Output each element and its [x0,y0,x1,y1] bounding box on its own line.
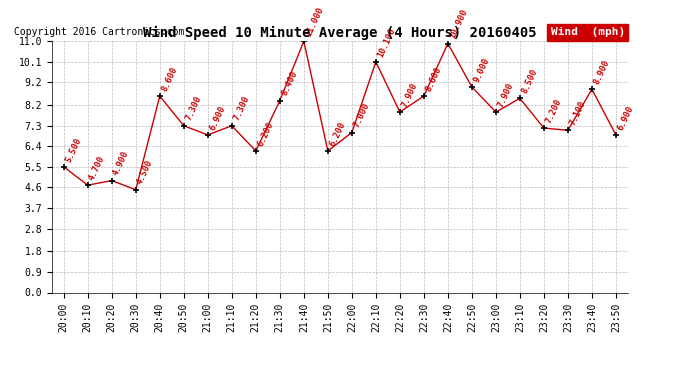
Text: 6.900: 6.900 [208,104,227,132]
Text: 6.200: 6.200 [256,120,275,147]
Text: 7.000: 7.000 [352,102,371,129]
Text: Wind  (mph): Wind (mph) [551,27,625,38]
Title: Wind Speed 10 Minute Average (4 Hours) 20160405: Wind Speed 10 Minute Average (4 Hours) 2… [143,26,537,40]
Text: 9.000: 9.000 [472,56,491,84]
Text: Copyright 2016 Cartronics.com: Copyright 2016 Cartronics.com [14,27,185,38]
Text: 11.000: 11.000 [304,6,325,38]
Text: 10.100: 10.100 [376,26,397,58]
Text: 7.900: 7.900 [400,81,419,109]
Text: 8.400: 8.400 [280,70,299,97]
Text: 4.500: 4.500 [136,159,155,186]
Text: 7.300: 7.300 [184,95,203,122]
Text: 6.900: 6.900 [616,104,635,132]
Text: 4.700: 4.700 [88,154,107,182]
Text: 7.200: 7.200 [544,97,563,124]
Text: 6.200: 6.200 [328,120,347,147]
Text: 4.900: 4.900 [112,150,131,177]
Text: 7.900: 7.900 [496,81,515,109]
Text: 7.100: 7.100 [568,99,587,127]
Text: 7.300: 7.300 [232,95,251,122]
Text: 8.900: 8.900 [592,58,611,86]
Text: 5.500: 5.500 [63,136,83,164]
Text: 8.500: 8.500 [520,68,539,95]
Text: 8.600: 8.600 [424,65,443,93]
Text: 8.600: 8.600 [160,65,179,93]
Text: 10.900: 10.900 [448,8,469,40]
